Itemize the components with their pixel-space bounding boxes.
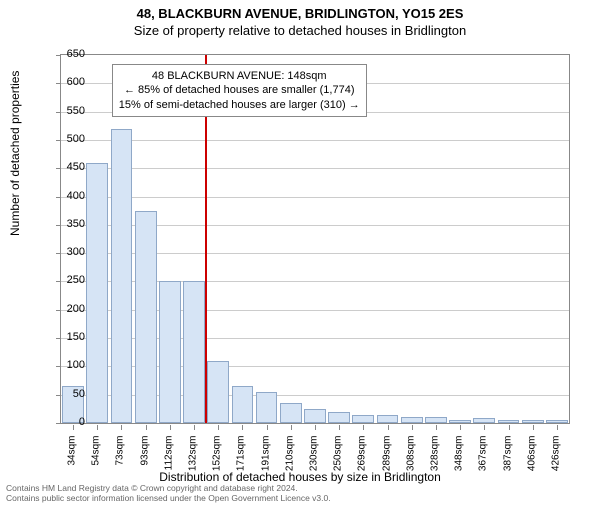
xtick-label: 132sqm (188, 436, 199, 481)
ytick-label: 600 (45, 76, 85, 88)
bar (352, 415, 374, 423)
xtick-mark (170, 425, 171, 430)
xtick-label: 93sqm (139, 436, 150, 481)
bar (159, 281, 181, 423)
ytick-label: 250 (45, 274, 85, 286)
y-axis-label: Number of detached properties (8, 71, 22, 236)
xtick-mark (533, 425, 534, 430)
xtick-label: 230sqm (309, 436, 320, 481)
footer-line-2: Contains public sector information licen… (6, 494, 331, 504)
xtick-label: 387sqm (502, 436, 513, 481)
bar (256, 392, 278, 423)
annotation-line: 15% of semi-detached houses are larger (… (119, 98, 360, 112)
xtick-mark (339, 425, 340, 430)
ytick-label: 300 (45, 246, 85, 258)
bar (498, 420, 520, 423)
ytick-label: 550 (45, 105, 85, 117)
xtick-mark (194, 425, 195, 430)
bar (546, 420, 568, 423)
ytick-label: 400 (45, 190, 85, 202)
ytick-label: 450 (45, 161, 85, 173)
bar (207, 361, 229, 423)
bar (449, 420, 471, 423)
bar (86, 163, 108, 423)
chart-title-sub: Size of property relative to detached ho… (0, 23, 600, 38)
xtick-mark (121, 425, 122, 430)
xtick-mark (267, 425, 268, 430)
xtick-label: 73sqm (115, 436, 126, 481)
xtick-label: 426sqm (550, 436, 561, 481)
xtick-mark (146, 425, 147, 430)
xtick-mark (412, 425, 413, 430)
bar (135, 211, 157, 423)
xtick-mark (218, 425, 219, 430)
ytick-label: 500 (45, 133, 85, 145)
xtick-label: 210sqm (284, 436, 295, 481)
xtick-mark (436, 425, 437, 430)
ytick-label: 100 (45, 359, 85, 371)
xtick-mark (315, 425, 316, 430)
xtick-mark (291, 425, 292, 430)
bar (425, 417, 447, 423)
annotation-line: 48 BLACKBURN AVENUE: 148sqm (119, 69, 360, 83)
bar (111, 129, 133, 423)
xtick-mark (484, 425, 485, 430)
xtick-label: 367sqm (478, 436, 489, 481)
xtick-mark (388, 425, 389, 430)
xtick-mark (363, 425, 364, 430)
gridline (61, 140, 569, 141)
xtick-mark (460, 425, 461, 430)
bar (473, 418, 495, 423)
xtick-mark (242, 425, 243, 430)
bar (232, 386, 254, 423)
xtick-label: 34sqm (67, 436, 78, 481)
ytick-label: 200 (45, 303, 85, 315)
xtick-label: 54sqm (91, 436, 102, 481)
ytick-label: 50 (45, 388, 85, 400)
xtick-label: 152sqm (212, 436, 223, 481)
gridline (61, 197, 569, 198)
bar (377, 415, 399, 423)
bar (328, 412, 350, 423)
xtick-mark (97, 425, 98, 430)
xtick-mark (509, 425, 510, 430)
bar (183, 281, 205, 423)
footer-attribution: Contains HM Land Registry data © Crown c… (6, 484, 331, 504)
xtick-label: 406sqm (526, 436, 537, 481)
bar (522, 420, 544, 423)
xtick-label: 112sqm (163, 436, 174, 481)
plot-region: 48 BLACKBURN AVENUE: 148sqm← 85% of deta… (60, 54, 570, 424)
xtick-label: 269sqm (357, 436, 368, 481)
xtick-label: 171sqm (236, 436, 247, 481)
chart-title-main: 48, BLACKBURN AVENUE, BRIDLINGTON, YO15 … (0, 6, 600, 21)
xtick-label: 348sqm (454, 436, 465, 481)
xtick-mark (557, 425, 558, 430)
ytick-label: 350 (45, 218, 85, 230)
chart-area: 48 BLACKBURN AVENUE: 148sqm← 85% of deta… (60, 54, 570, 424)
gridline (61, 168, 569, 169)
xtick-label: 250sqm (333, 436, 344, 481)
ytick-label: 0 (45, 416, 85, 428)
bar (304, 409, 326, 423)
xtick-label: 328sqm (429, 436, 440, 481)
ytick-label: 150 (45, 331, 85, 343)
xtick-label: 308sqm (405, 436, 416, 481)
bar (401, 417, 423, 423)
annotation-box: 48 BLACKBURN AVENUE: 148sqm← 85% of deta… (112, 64, 367, 117)
bar (280, 403, 302, 423)
xtick-label: 191sqm (260, 436, 271, 481)
ytick-label: 650 (45, 48, 85, 60)
xtick-label: 289sqm (381, 436, 392, 481)
annotation-line: ← 85% of detached houses are smaller (1,… (119, 83, 360, 97)
